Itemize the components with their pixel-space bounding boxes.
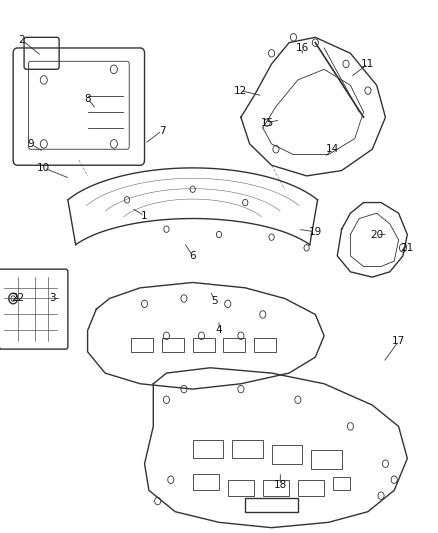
Bar <box>311 450 342 469</box>
Text: 8: 8 <box>84 94 91 103</box>
Text: 20: 20 <box>370 230 383 239</box>
Bar <box>193 474 219 490</box>
Bar <box>298 480 324 496</box>
Bar <box>333 477 350 490</box>
Text: 15: 15 <box>261 118 274 127</box>
Text: 22: 22 <box>11 294 24 303</box>
Text: 3: 3 <box>49 294 56 303</box>
Text: 11: 11 <box>361 59 374 69</box>
Text: 19: 19 <box>309 227 322 237</box>
Text: 9: 9 <box>27 139 34 149</box>
Bar <box>254 338 276 352</box>
Text: 1: 1 <box>141 211 148 221</box>
Text: 14: 14 <box>326 144 339 154</box>
Text: 21: 21 <box>401 243 414 253</box>
Bar <box>272 445 302 464</box>
Bar <box>193 440 223 458</box>
Text: 17: 17 <box>392 336 405 346</box>
Text: 5: 5 <box>211 296 218 306</box>
Bar <box>193 338 215 352</box>
Text: 18: 18 <box>274 480 287 490</box>
Bar <box>263 480 289 496</box>
Text: 2: 2 <box>18 35 25 45</box>
Text: 16: 16 <box>296 43 309 53</box>
Bar <box>245 498 298 512</box>
Bar <box>162 338 184 352</box>
Text: 10: 10 <box>37 163 50 173</box>
Bar <box>228 480 254 496</box>
Bar <box>232 440 263 458</box>
Bar <box>131 338 153 352</box>
Bar <box>223 338 245 352</box>
Text: 6: 6 <box>189 251 196 261</box>
Text: 4: 4 <box>215 326 223 335</box>
Text: 7: 7 <box>159 126 166 135</box>
Text: 12: 12 <box>234 86 247 95</box>
